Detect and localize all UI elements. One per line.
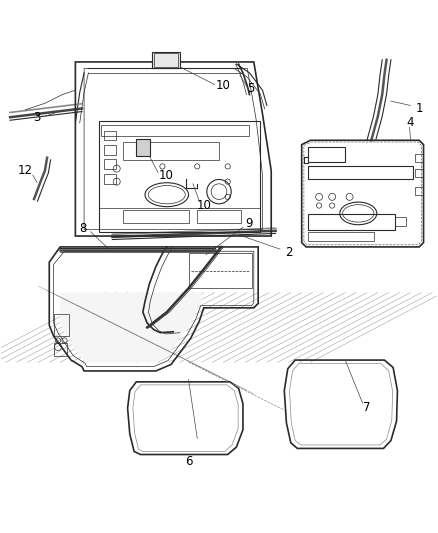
Bar [99,120,260,232]
Bar [415,169,423,177]
Bar [104,131,116,140]
Text: 12: 12 [18,164,33,177]
Text: 2: 2 [285,246,293,259]
Bar [102,125,250,136]
Bar [308,166,413,180]
Text: 5: 5 [247,83,254,95]
Text: 9: 9 [245,217,252,230]
Bar [104,159,116,169]
Text: 10: 10 [216,79,231,92]
Bar [308,214,395,230]
Text: 8: 8 [80,222,87,235]
Bar [197,210,241,223]
Bar [188,254,252,288]
Bar [154,53,178,67]
Bar [123,210,188,223]
Bar [152,52,180,68]
Bar [104,145,116,155]
Bar [308,232,374,241]
Text: 6: 6 [185,455,192,468]
Text: 4: 4 [406,116,413,130]
Bar [395,217,406,227]
Bar [123,142,219,160]
Bar [53,314,69,336]
Bar [136,139,150,156]
Text: 10: 10 [196,199,211,212]
Bar [54,343,67,356]
Polygon shape [60,293,201,362]
Bar [415,187,423,195]
Text: 3: 3 [33,111,41,124]
Bar [415,154,423,162]
Bar [308,147,345,162]
Text: 7: 7 [363,401,371,415]
Text: 10: 10 [159,168,173,182]
Bar [104,174,116,184]
Text: 1: 1 [416,102,423,116]
